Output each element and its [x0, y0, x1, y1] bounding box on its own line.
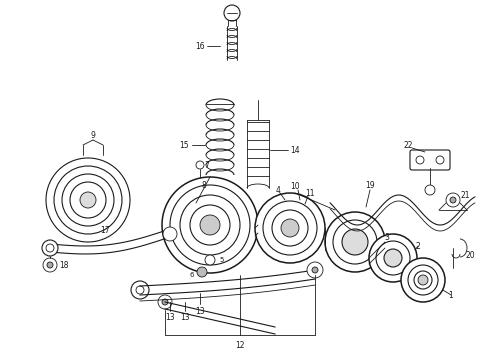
Circle shape — [46, 244, 54, 252]
Circle shape — [162, 299, 168, 305]
Circle shape — [263, 201, 317, 255]
Circle shape — [163, 227, 177, 241]
Circle shape — [272, 210, 308, 246]
Text: 15: 15 — [179, 140, 189, 149]
Circle shape — [131, 281, 149, 299]
Text: 8: 8 — [201, 180, 206, 189]
Circle shape — [196, 161, 204, 169]
Text: 21: 21 — [460, 190, 470, 199]
Text: 4: 4 — [275, 185, 280, 194]
Circle shape — [312, 267, 318, 273]
Circle shape — [43, 258, 57, 272]
Circle shape — [170, 185, 250, 265]
Circle shape — [47, 262, 53, 268]
Text: 13: 13 — [195, 306, 205, 315]
Circle shape — [200, 215, 220, 235]
Circle shape — [425, 185, 435, 195]
Circle shape — [70, 182, 106, 218]
Circle shape — [418, 275, 428, 285]
Circle shape — [180, 195, 240, 255]
Circle shape — [414, 271, 432, 289]
Circle shape — [376, 241, 410, 275]
Circle shape — [281, 219, 299, 237]
Text: 3: 3 — [385, 233, 390, 242]
Circle shape — [136, 286, 144, 294]
Circle shape — [191, 180, 201, 190]
Circle shape — [325, 212, 385, 272]
Circle shape — [158, 295, 172, 309]
Text: 1: 1 — [449, 291, 453, 300]
Circle shape — [342, 229, 368, 255]
Text: 11: 11 — [305, 189, 315, 198]
Circle shape — [369, 234, 417, 282]
Text: 10: 10 — [290, 181, 300, 190]
FancyBboxPatch shape — [410, 150, 450, 170]
Text: 22: 22 — [403, 140, 413, 149]
Text: 19: 19 — [365, 180, 375, 189]
Circle shape — [162, 177, 258, 273]
Text: 13: 13 — [180, 314, 190, 323]
Text: 13: 13 — [165, 314, 175, 323]
Circle shape — [190, 205, 230, 245]
Text: 6: 6 — [190, 272, 194, 278]
Text: 18: 18 — [59, 261, 69, 270]
Circle shape — [197, 267, 207, 277]
Circle shape — [401, 258, 445, 302]
Circle shape — [62, 174, 114, 226]
Text: 2: 2 — [416, 242, 420, 251]
Circle shape — [384, 249, 402, 267]
Text: 9: 9 — [91, 131, 96, 140]
Text: 20: 20 — [465, 252, 475, 261]
Circle shape — [307, 262, 323, 278]
Circle shape — [408, 265, 438, 295]
Circle shape — [54, 166, 122, 234]
Text: 5: 5 — [220, 257, 224, 263]
Text: 17: 17 — [100, 225, 110, 234]
Circle shape — [450, 197, 456, 203]
Circle shape — [255, 193, 325, 263]
Circle shape — [80, 192, 96, 208]
Circle shape — [224, 5, 240, 21]
Circle shape — [205, 255, 215, 265]
Circle shape — [416, 156, 424, 164]
Text: 14: 14 — [290, 145, 300, 154]
Circle shape — [436, 156, 444, 164]
Text: 16: 16 — [195, 41, 205, 50]
Text: 12: 12 — [235, 341, 245, 350]
Circle shape — [333, 220, 377, 264]
Circle shape — [42, 240, 58, 256]
Text: 7: 7 — [204, 161, 209, 170]
Circle shape — [46, 158, 130, 242]
Circle shape — [446, 193, 460, 207]
